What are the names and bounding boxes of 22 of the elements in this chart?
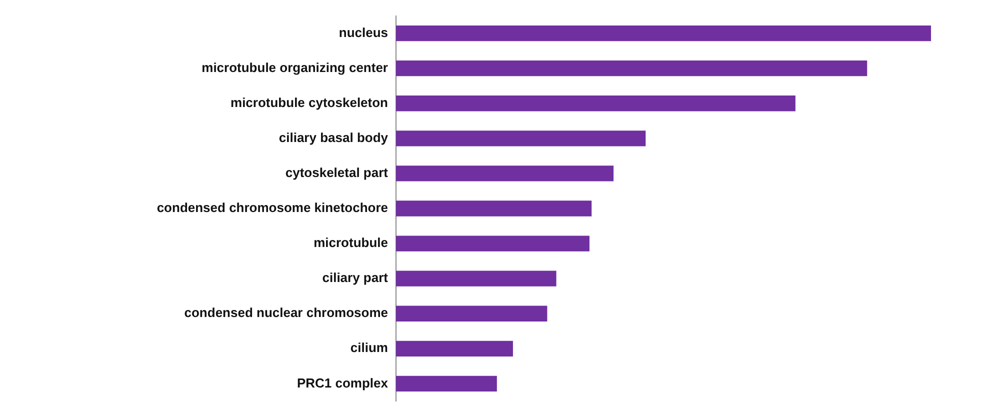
y-tick-label: ciliary part (322, 270, 389, 286)
bar (396, 96, 796, 112)
y-tick-label: nucleus (338, 24, 388, 40)
bar (396, 60, 868, 76)
bar (396, 166, 614, 182)
y-tick-label: microtubule organizing center (202, 60, 388, 75)
y-tick-label: PRC1 complex (296, 375, 389, 390)
y-tick-label: microtubule (314, 235, 388, 250)
bar (396, 130, 646, 146)
bar (396, 200, 592, 216)
bar (396, 340, 513, 356)
bar (396, 376, 497, 392)
bar (396, 236, 590, 252)
bar (396, 270, 556, 286)
y-tick-label: microtubule cytoskeleton (230, 94, 388, 110)
y-tick-label: cytoskeletal part (285, 165, 389, 180)
bar (396, 306, 548, 322)
y-tick-label: cilium (350, 340, 388, 356)
y-tick-label: condensed nuclear chromosome (184, 305, 388, 320)
bar (396, 25, 931, 42)
y-tick-label: condensed chromosome kinetochore (156, 200, 388, 216)
y-tick-label: ciliary basal body (278, 130, 389, 146)
